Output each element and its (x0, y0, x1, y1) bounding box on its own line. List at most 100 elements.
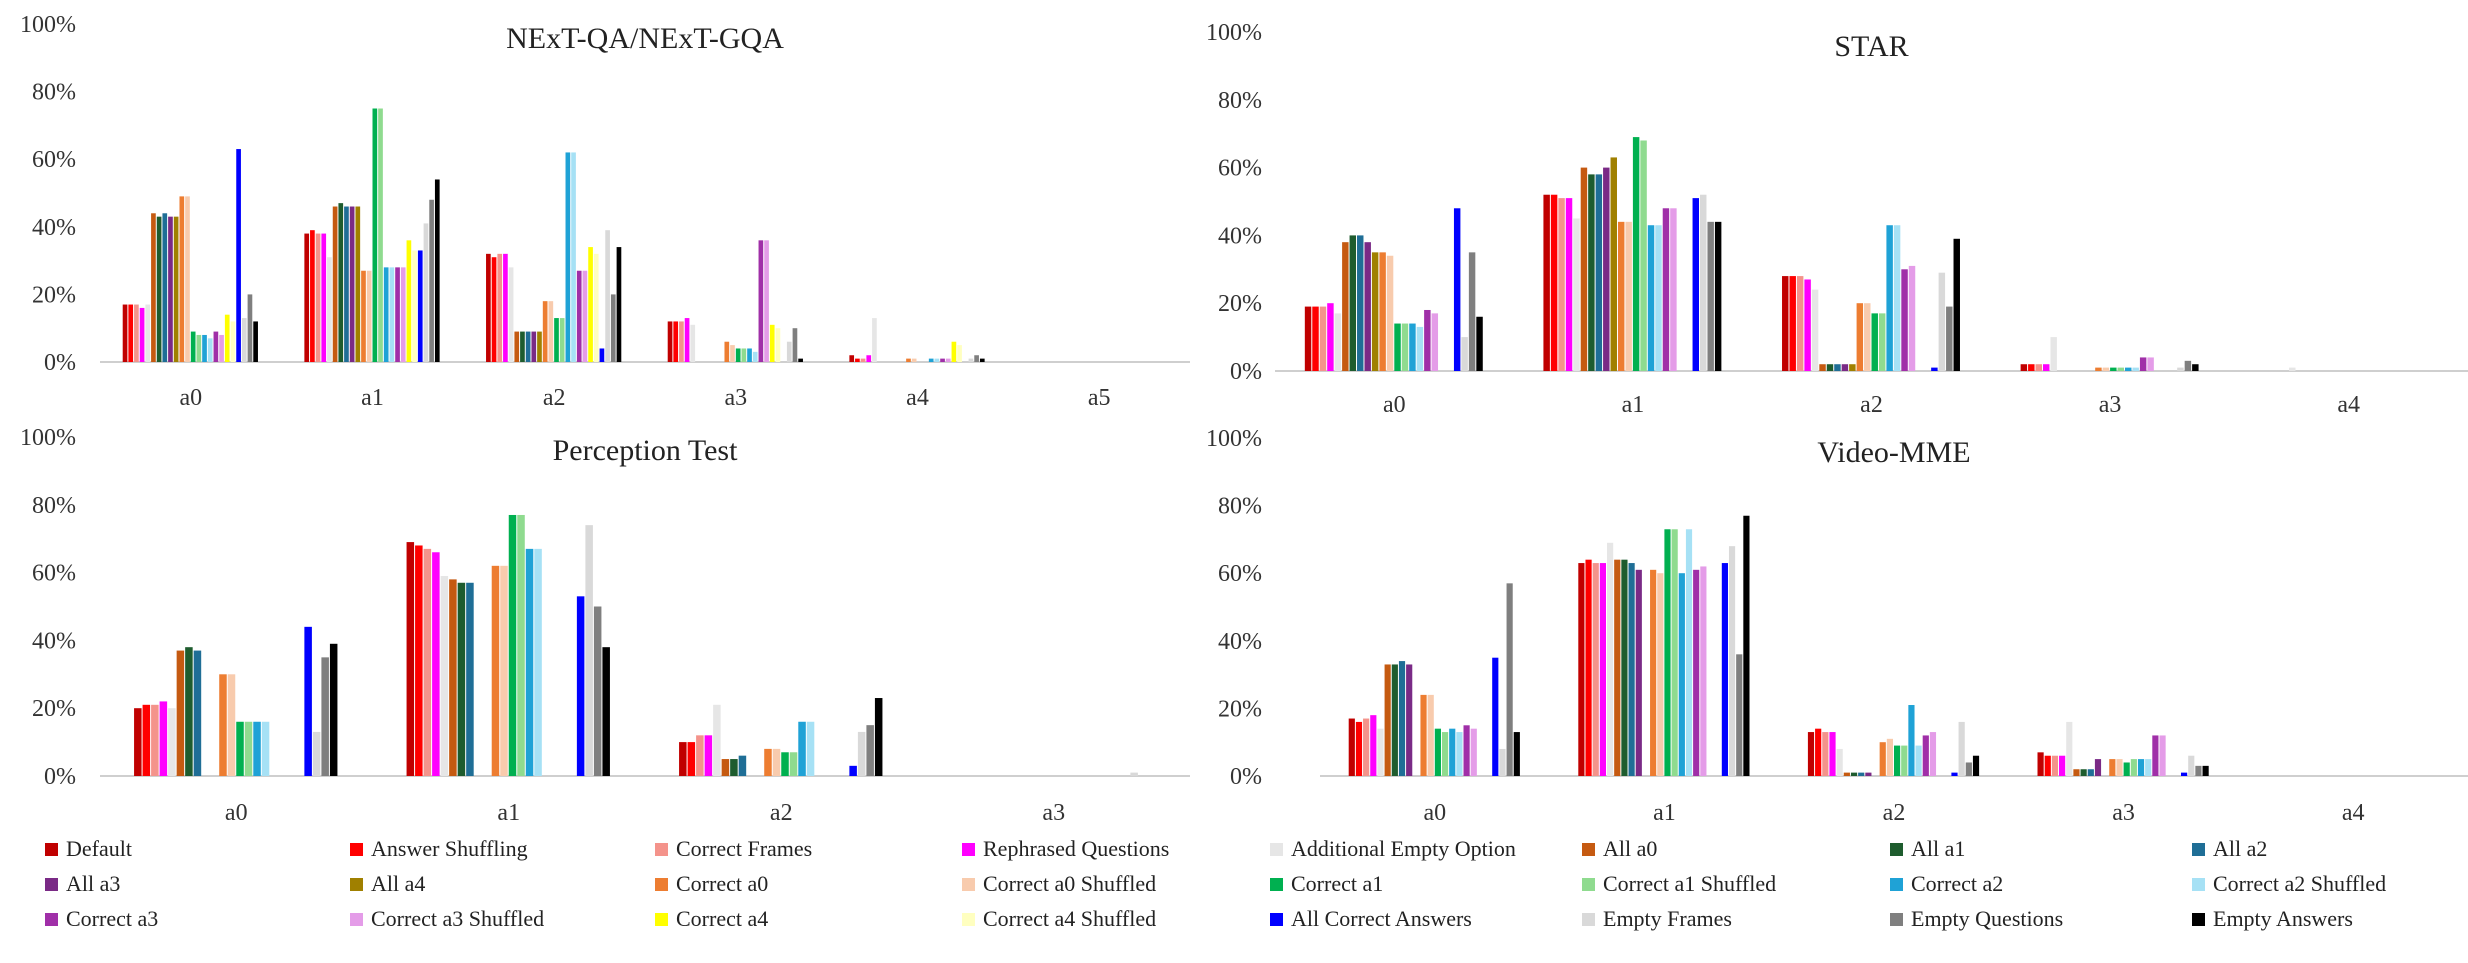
x-category-label: a1 (361, 385, 384, 411)
bar (1607, 542, 1614, 776)
bar (781, 752, 789, 776)
bar (1965, 762, 1972, 776)
legend-item: Empty Answers (2192, 906, 2353, 932)
x-category-label: a4 (2337, 392, 2360, 418)
bar (1599, 563, 1606, 776)
legend-label: All a0 (1603, 836, 1658, 861)
legend-swatch (962, 912, 975, 926)
bar (2109, 759, 2116, 776)
legend-label: Correct a1 Shuffled (1603, 871, 1777, 896)
bar (772, 748, 781, 776)
legend-swatch (655, 912, 668, 926)
bar (1972, 755, 1980, 776)
bar (673, 321, 679, 362)
legend-item: Correct a0 (655, 871, 768, 897)
legend-swatch (1270, 877, 1283, 891)
bar (1826, 364, 1834, 371)
bar (2117, 367, 2125, 371)
bar (2147, 357, 2154, 371)
bar (1595, 174, 1603, 371)
bar (432, 552, 440, 776)
bar (1811, 289, 1819, 371)
bar (190, 331, 196, 362)
bar (423, 548, 432, 776)
legend-label: All a1 (1911, 836, 1966, 861)
legend-label: All a3 (66, 871, 121, 896)
legend-swatch (2192, 842, 2205, 856)
legend-swatch (1890, 877, 1903, 891)
bar (1640, 140, 1647, 371)
bar (855, 358, 860, 362)
y-tick-label: 60% (32, 561, 76, 587)
bar (122, 304, 128, 362)
bar (508, 514, 517, 776)
bar (525, 331, 531, 362)
bar (730, 345, 735, 362)
bar (667, 321, 673, 362)
bar (236, 149, 241, 362)
legend-swatch (45, 842, 58, 856)
bar (321, 657, 329, 776)
bar (1864, 303, 1871, 371)
y-tick-label: 0% (1230, 359, 1262, 385)
bar (1700, 194, 1707, 371)
bar (2145, 759, 2152, 776)
bar (1424, 309, 1431, 371)
x-category-label: a3 (2099, 392, 2122, 418)
bar (1476, 316, 1483, 371)
legend-item: Correct a4 Shuffled (962, 906, 1156, 932)
bar (139, 307, 145, 362)
bar (599, 348, 605, 362)
bar (2195, 765, 2202, 776)
bar (151, 213, 156, 362)
bar (602, 647, 610, 776)
legend-item: All a4 (350, 871, 425, 897)
bar (332, 206, 338, 362)
bar (338, 203, 344, 362)
bar (911, 358, 917, 362)
legend-item: Correct a2 Shuffled (2192, 871, 2386, 897)
bar (500, 565, 508, 776)
legend-label: All a4 (371, 871, 426, 896)
bar (735, 348, 741, 362)
bar (1662, 208, 1670, 371)
x-category-label: a3 (725, 385, 748, 411)
legend-swatch (2192, 912, 2205, 926)
bar (1671, 529, 1678, 776)
bar (162, 213, 168, 362)
bar (1578, 563, 1585, 776)
bar (1922, 735, 1929, 776)
bar (1804, 279, 1811, 371)
legend-label: Correct a2 (1911, 871, 2004, 896)
bar (491, 565, 500, 776)
bar (1492, 657, 1499, 776)
bar (696, 735, 704, 776)
bar (1632, 137, 1640, 371)
bar (2139, 357, 2147, 371)
legend-label: Correct a0 Shuffled (983, 871, 1157, 896)
bar (1647, 225, 1655, 371)
x-category-label: a4 (906, 385, 929, 411)
bar (173, 216, 179, 362)
bar (1931, 367, 1938, 371)
bar (764, 240, 769, 362)
bar (261, 721, 270, 776)
bar (406, 240, 412, 362)
bar (1650, 569, 1657, 776)
bar (1841, 364, 1849, 371)
bar (1915, 745, 1922, 776)
bar (2202, 765, 2209, 776)
legend-label: Correct a3 Shuffled (371, 906, 545, 931)
x-category-label: a1 (1653, 800, 1676, 826)
bar (2028, 364, 2035, 371)
bar (1431, 313, 1439, 371)
bar (1386, 255, 1394, 371)
legend-label: Correct a3 (66, 906, 159, 931)
bar (857, 731, 866, 776)
bar (1370, 715, 1377, 776)
bar (1543, 194, 1550, 371)
bar (156, 216, 162, 362)
legend-label: Correct a4 Shuffled (983, 906, 1157, 931)
legend-item: Correct a4 (655, 906, 768, 932)
